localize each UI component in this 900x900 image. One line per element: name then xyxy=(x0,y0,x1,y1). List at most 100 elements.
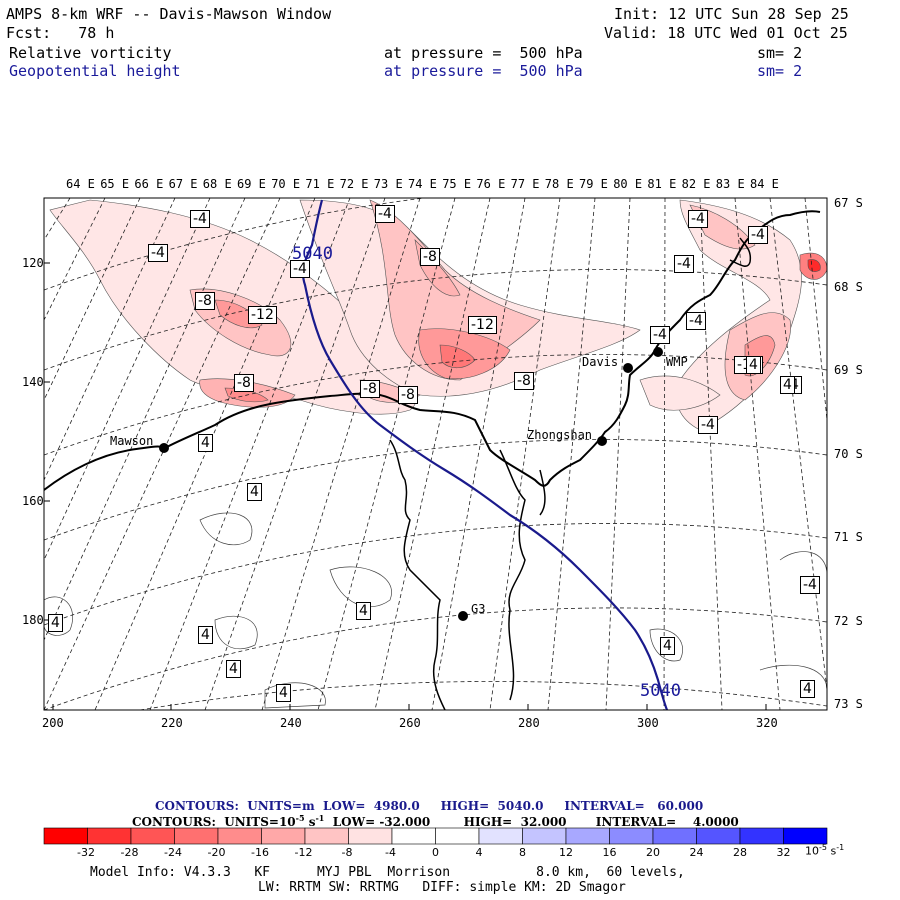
vorticity-contour-label: 4 xyxy=(746,356,761,374)
station-marker-g3 xyxy=(458,611,468,621)
init-time: Init: 12 UTC Sun 28 Sep 25 xyxy=(614,5,849,23)
colorbar-swatch xyxy=(478,827,523,845)
longitude-label: 76 E xyxy=(476,177,506,191)
colorbar-swatch xyxy=(783,827,828,845)
colorbar-tick-label: 24 xyxy=(689,846,704,859)
colorbar-tick-label: 4 xyxy=(475,846,483,859)
colorbar-tick-label: -24 xyxy=(164,846,182,859)
vort-fill-east xyxy=(675,199,802,431)
longitude-label: 80 E xyxy=(613,177,643,191)
colorbar-swatch xyxy=(522,827,567,845)
latitude-label: 68 S xyxy=(834,279,863,294)
latitude-label: 70 S xyxy=(834,446,863,461)
vorticity-contour-label: -4 xyxy=(688,210,708,228)
x-axis-label: 260 xyxy=(399,716,421,730)
vorticity-contour-label: 4 xyxy=(276,684,291,702)
station-marker-zhongshan xyxy=(597,436,607,446)
station-label: Mawson xyxy=(110,434,154,448)
colorbar-swatch xyxy=(43,827,88,845)
colorbar-tick-label: 20 xyxy=(646,846,660,859)
colorbar-swatch xyxy=(217,827,262,845)
station-label: Zhongshan xyxy=(527,428,593,442)
colorbar-swatch xyxy=(696,827,741,845)
vorticity-contour-label: -4 xyxy=(800,576,820,594)
colorbar-tick-label: 0 xyxy=(432,846,439,859)
vorticity-contour-label: 4 xyxy=(780,376,795,394)
x-axis-label: 320 xyxy=(756,716,778,730)
longitude-label: 73 E xyxy=(373,177,403,191)
colorbar-tick-label: -12 xyxy=(294,846,313,859)
y-axis-label: 160 xyxy=(22,494,44,508)
vorticity-contour-label: -4 xyxy=(686,312,706,330)
colorbar-unit: 10-5 s-1 xyxy=(805,843,845,858)
longitude-label: 79 E xyxy=(579,177,608,191)
field1-smoothing: sm= 2 xyxy=(757,44,803,62)
vorticity-contour-label: -4 xyxy=(290,260,310,278)
longitude-label: 70 E xyxy=(271,177,301,191)
y-axis-label: 120 xyxy=(22,256,44,270)
colorbar-tick-label: -16 xyxy=(251,846,269,859)
station-label: Davis xyxy=(582,355,619,369)
colorbar-swatch xyxy=(87,827,132,845)
vorticity-contour-label: -8 xyxy=(195,292,215,310)
valid-time: Valid: 18 UTC Wed 01 Oct 25 xyxy=(604,24,848,42)
vorticity-contour-label: -8 xyxy=(514,372,534,390)
longitude-label: 72 E xyxy=(339,177,369,191)
colorbar-swatch xyxy=(261,827,306,845)
longitude-label: 65 E xyxy=(100,177,130,191)
colorbar-tick-label: 16 xyxy=(602,846,617,859)
vorticity-contour-label: -8 xyxy=(360,380,380,398)
latitude-label: 71 S xyxy=(834,530,863,544)
y-axis-label: 180 xyxy=(22,613,44,627)
x-axis-label: 240 xyxy=(280,716,302,730)
vorticity-contour-label: -4 xyxy=(748,226,768,244)
x-axis-label: 300 xyxy=(637,716,659,730)
forecast-hour: Fcst: 78 h xyxy=(6,24,115,42)
longitude-label: 77 E xyxy=(510,177,540,191)
colorbar-swatch xyxy=(174,827,219,845)
height-contour-label: 5040 xyxy=(640,681,681,701)
station-label: WMP xyxy=(666,355,688,369)
field2-smoothing: sm= 2 xyxy=(757,62,803,80)
latitude-label: 73 S xyxy=(834,697,863,711)
station-marker-wmp xyxy=(653,347,663,357)
longitude-label: 67 E xyxy=(168,177,198,191)
vorticity-contour-label: 4 xyxy=(800,680,815,698)
colorbar-tick-label: -8 xyxy=(341,846,353,859)
colorbar-swatch xyxy=(565,827,610,845)
colorbar-swatch xyxy=(304,827,349,845)
longitude-label: 64 E xyxy=(66,177,95,191)
longitude-label: 84 E xyxy=(750,177,779,191)
vorticity-contour-label: 4 xyxy=(198,434,213,452)
vorticity-contour-label: 4 xyxy=(660,637,675,655)
vorticity-contour-label: -4 xyxy=(698,416,718,434)
colorbar-tick-label: 8 xyxy=(519,846,526,859)
vorticity-contour-label: -12 xyxy=(468,316,497,334)
vorticity-contour-label: -4 xyxy=(148,244,168,262)
longitude-label: 69 E xyxy=(237,177,266,191)
latitude-label: 69 S xyxy=(834,363,863,377)
height-contour-label: 5040 xyxy=(292,244,333,264)
longitude-label: 81 E xyxy=(647,177,677,191)
vorticity-contour-label: -8 xyxy=(398,386,418,404)
colorbar xyxy=(43,827,828,845)
longitude-label: 74 E xyxy=(408,177,437,191)
field2-name: Geopotential height xyxy=(9,62,181,80)
x-axis-label: 200 xyxy=(42,716,64,730)
vorticity-contour-label: -4 xyxy=(190,210,210,228)
field1-level: at pressure = 500 hPa xyxy=(384,44,583,62)
vorticity-contour-info: CONTOURS: UNITS=10-5 s-1 LOW= -32.000 HI… xyxy=(132,813,739,829)
vorticity-contour-label: -4 xyxy=(674,255,694,273)
coastline xyxy=(44,210,821,491)
map-title: AMPS 8-km WRF -- Davis-Mawson Window xyxy=(6,5,332,23)
vorticity-contour-label: -4 xyxy=(375,205,395,223)
vorticity-contour-label: -4 xyxy=(650,326,670,344)
longitude-label: 75 E xyxy=(442,177,472,191)
colorbar-tick-label: -32 xyxy=(77,846,95,859)
field2-level: at pressure = 500 hPa xyxy=(384,62,583,80)
colorbar-tick-label: -28 xyxy=(120,846,139,859)
height-contour-5040 xyxy=(301,199,669,710)
colorbar-tick-label: -4 xyxy=(385,846,396,859)
vorticity-contour-label: -8 xyxy=(234,374,254,392)
colorbar-swatch xyxy=(391,827,436,845)
